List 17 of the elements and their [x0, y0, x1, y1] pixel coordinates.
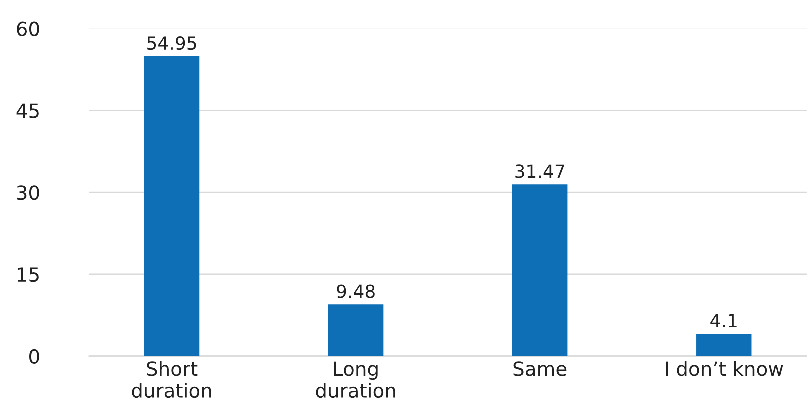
x-tick-label: I don’t know	[666, 361, 784, 376]
bar	[512, 184, 568, 356]
y-tick-label: 45	[16, 104, 39, 118]
bar	[144, 56, 200, 356]
data-label: 54.95	[148, 36, 196, 50]
x-tick-label: Short duration	[132, 361, 212, 398]
data-label: 4.1	[710, 314, 737, 328]
data-label: 9.48	[337, 284, 375, 298]
x-tick-label: Long duration	[316, 362, 396, 398]
data-label: 31.47	[516, 164, 564, 178]
y-tick-label: 15	[18, 268, 39, 282]
y-tick-label: 0	[30, 349, 40, 364]
y-tick-label: 30	[17, 186, 40, 200]
y-tick-label: 60	[17, 22, 40, 37]
bar	[328, 304, 384, 356]
bar	[696, 334, 752, 356]
x-tick-label: Same	[514, 362, 567, 376]
